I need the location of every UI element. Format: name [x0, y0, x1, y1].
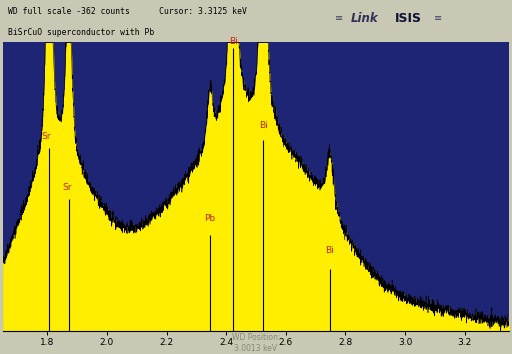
Text: Bi: Bi: [229, 38, 238, 46]
Text: 3.0013 keV: 3.0013 keV: [234, 344, 278, 353]
Text: WD full scale -362 counts      Cursor: 3.3125 keV: WD full scale -362 counts Cursor: 3.3125…: [8, 7, 247, 16]
Text: Link: Link: [351, 12, 378, 25]
Text: Sr: Sr: [41, 132, 51, 141]
Text: ISIS: ISIS: [395, 12, 422, 25]
Text: ≡: ≡: [434, 13, 442, 23]
Text: ≡: ≡: [335, 13, 344, 23]
Text: Pb: Pb: [204, 215, 216, 223]
Text: WD Position:: WD Position:: [232, 333, 280, 342]
Text: Sr: Sr: [63, 183, 72, 192]
Text: BiSrCuO superconductor with Pb: BiSrCuO superconductor with Pb: [8, 28, 154, 38]
Text: Bi: Bi: [259, 121, 268, 130]
Text: Bi: Bi: [326, 246, 334, 255]
